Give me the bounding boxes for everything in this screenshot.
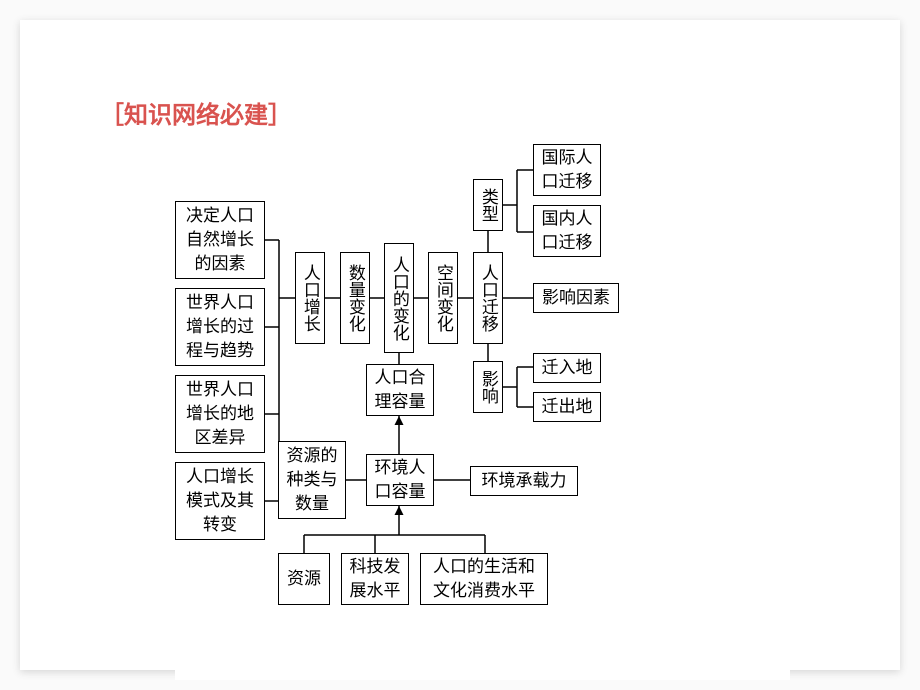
- node-n7: 人口的变化: [384, 243, 414, 353]
- node-n10: 类型: [473, 179, 503, 231]
- node-n16: 迁出地: [533, 392, 601, 422]
- node-n9: 人口迁移: [473, 252, 503, 344]
- node-n11: 国际人口迁移: [533, 144, 601, 196]
- bracket-open: ［: [100, 103, 124, 129]
- node-n2: 世界人口增长的过程与趋势: [175, 288, 265, 366]
- knowledge-diagram: 决定人口自然增长的因素世界人口增长的过程与趋势世界人口增长的地区差异人口增长模式…: [175, 140, 790, 680]
- node-n17: 人口合理容量: [366, 364, 434, 416]
- slide-title: ［知识网络必建］: [100, 95, 292, 130]
- node-n1: 决定人口自然增长的因素: [175, 201, 265, 279]
- node-n6: 数量变化: [340, 252, 370, 344]
- bracket-close: ］: [268, 103, 292, 129]
- node-n22: 科技发展水平: [341, 553, 409, 605]
- node-n5: 人口增长: [295, 252, 325, 344]
- node-n13: 影响因素: [533, 283, 619, 313]
- slide-card: ［知识网络必建］ 决定人口自然增长的因素世界人口增长的过程与趋势世界人口增长的地…: [20, 20, 900, 670]
- node-n19: 资源的种类与数量: [278, 441, 346, 519]
- node-n18: 环境人口容量: [366, 454, 434, 506]
- node-n15: 迁入地: [533, 353, 601, 383]
- node-n21: 资源: [278, 553, 330, 605]
- title-text: 知识网络必建: [124, 103, 268, 129]
- node-n23: 人口的生活和文化消费水平: [420, 553, 548, 605]
- node-n3: 世界人口增长的地区差异: [175, 375, 265, 453]
- node-n14: 影响: [473, 361, 503, 413]
- node-n8: 空间变化: [428, 252, 458, 344]
- node-n20: 环境承载力: [470, 466, 578, 496]
- node-n12: 国内人口迁移: [533, 205, 601, 257]
- node-n4: 人口增长模式及其转变: [175, 462, 265, 540]
